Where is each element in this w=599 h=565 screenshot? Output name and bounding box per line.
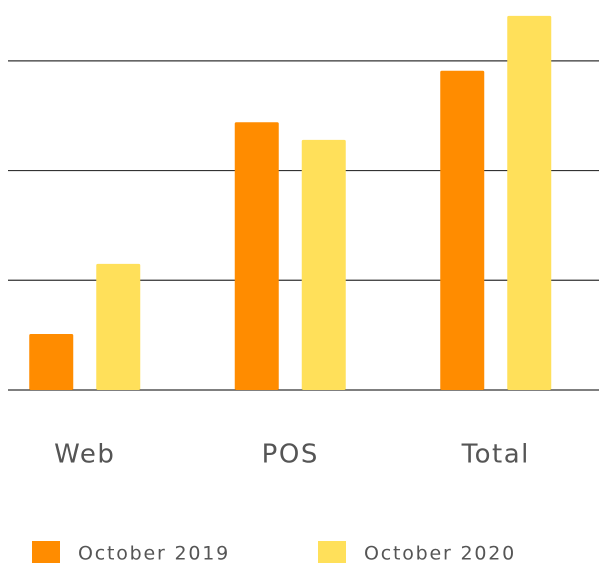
bar <box>29 334 74 390</box>
legend-label: October 2019 <box>78 543 230 565</box>
bar <box>96 263 141 390</box>
x-tick-label: POS <box>262 440 319 470</box>
x-tick-label: Web <box>54 440 115 470</box>
bar <box>234 122 279 390</box>
legend-label: October 2020 <box>364 543 516 565</box>
legend-swatch <box>32 541 60 563</box>
bar <box>301 139 346 390</box>
bar <box>507 15 552 390</box>
legend-swatch <box>318 541 346 563</box>
x-tick-label: Total <box>461 440 530 470</box>
bar <box>440 70 485 390</box>
